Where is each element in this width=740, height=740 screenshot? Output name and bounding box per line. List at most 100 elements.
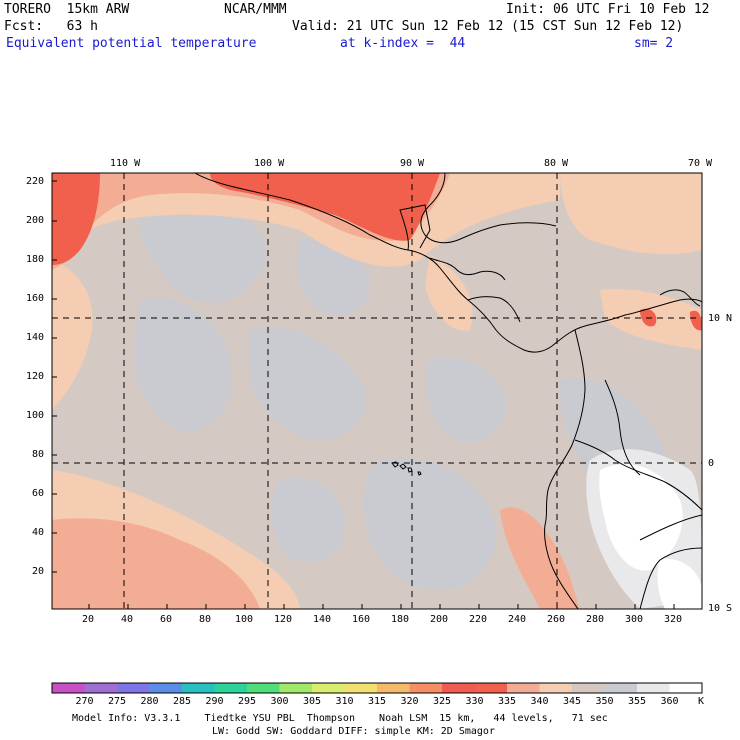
color-bar-label: 340 (530, 696, 549, 707)
lat-label: 0 (708, 458, 715, 469)
color-bar-label: 315 (368, 696, 387, 707)
ecuador-peru-coast (544, 329, 586, 609)
color-bar-swatch (279, 683, 313, 693)
field-region-gray (426, 357, 506, 443)
field-region-peach (425, 255, 473, 331)
y-tick-label: 100 (26, 410, 45, 421)
x-tick-label: 320 (664, 614, 683, 625)
central-america-border (467, 296, 521, 323)
color-bar-swatch (507, 683, 540, 693)
field-region-gray (134, 298, 232, 432)
center-label: NCAR/MMM (224, 2, 287, 17)
field-region-gray (363, 457, 497, 590)
x-tick-label: 300 (625, 614, 644, 625)
lon-label: 70 W (688, 158, 713, 169)
axis-ticks (52, 180, 675, 609)
x-tick-label: 220 (469, 614, 488, 625)
color-bar-label: 335 (498, 696, 517, 707)
field-region-white (599, 464, 683, 571)
color-bar-swatch (214, 683, 248, 693)
field-region-red (52, 173, 100, 265)
color-bar-swatch (344, 683, 378, 693)
field-region-gray (271, 477, 346, 563)
mexico-coast (194, 173, 553, 353)
x-tick-label: 160 (352, 614, 371, 625)
field-region-red (690, 310, 702, 331)
field-region-white (657, 559, 702, 609)
lat-label: 10 N (708, 313, 733, 324)
model-physics: LW: Godd SW: Goddard DIFF: simple KM: 2D… (212, 726, 495, 737)
venezuela-coast (659, 289, 701, 307)
color-bar-swatch (117, 683, 150, 693)
color-bar-swatch (84, 683, 118, 693)
y-tick-label: 80 (32, 449, 45, 460)
coastlines (194, 173, 702, 609)
color-bar-label: 275 (108, 696, 127, 707)
y-tick-label: 200 (26, 215, 45, 226)
level-label: at k-index = 44 (340, 36, 466, 51)
y-tick-label: 160 (26, 293, 45, 304)
color-bar-label: 280 (140, 696, 159, 707)
color-bar-label: 310 (335, 696, 354, 707)
color-bar-label: 360 (660, 696, 679, 707)
lon-label: 80 W (544, 158, 569, 169)
x-tick-label: 140 (313, 614, 332, 625)
y-tick-label: 120 (26, 371, 45, 382)
color-bar-swatch (442, 683, 475, 693)
color-bar-label: 305 (303, 696, 322, 707)
color-bar-label: 285 (173, 696, 192, 707)
x-tick-label: 200 (430, 614, 449, 625)
x-tick-label: 20 (82, 614, 95, 625)
x-tick-label: 40 (121, 614, 134, 625)
color-bar-swatch (669, 683, 703, 693)
smoothing-label: sm= 2 (634, 36, 674, 51)
field-region-salmon (52, 518, 260, 609)
south-america-border (639, 547, 702, 609)
gulf-coast (420, 173, 557, 244)
field-region-peach (560, 173, 702, 255)
x-tick-label: 180 (391, 614, 410, 625)
color-bar-swatch (604, 683, 638, 693)
y-tick-label: 60 (32, 488, 45, 499)
model-title: TORERO 15km ARW (4, 2, 130, 17)
color-bar-label: 270 (75, 696, 94, 707)
color-bar-swatch (572, 683, 605, 693)
color-bar-swatch (247, 683, 280, 693)
color-bar-swatch (637, 683, 670, 693)
central-america-border (399, 204, 431, 251)
map-frame (51, 172, 703, 610)
y-tick-label: 140 (26, 332, 45, 343)
colombia-coast (551, 298, 702, 347)
x-tick-label: 120 (274, 614, 293, 625)
x-tick-label: 280 (586, 614, 605, 625)
color-bar-label: 320 (400, 696, 419, 707)
field-region-gray (139, 196, 267, 303)
x-tick-label: 240 (508, 614, 527, 625)
lat-label: 10 S (708, 603, 733, 614)
color-bar-label: 355 (628, 696, 647, 707)
andes-border (574, 439, 702, 511)
color-bar-swatch (149, 683, 183, 693)
lon-label: 100 W (254, 158, 285, 169)
color-bar-label: 330 (465, 696, 484, 707)
x-tick-label: 260 (547, 614, 566, 625)
lon-label: 110 W (110, 158, 141, 169)
color-bar-swatch (377, 683, 410, 693)
y-tick-label: 180 (26, 254, 45, 265)
color-bar-label: 350 (595, 696, 614, 707)
valid-time: Valid: 21 UTC Sun 12 Feb 12 (15 CST Sun … (292, 19, 684, 34)
field-region-peach (52, 260, 93, 410)
x-tick-label: 100 (235, 614, 254, 625)
graticule (52, 173, 702, 609)
field-region-gray (250, 328, 367, 440)
color-bar-swatch (52, 683, 85, 693)
color-bar-swatch (539, 683, 573, 693)
color-bar-label: 300 (270, 696, 289, 707)
color-bar-swatch (312, 683, 345, 693)
central-america-border (429, 257, 506, 281)
color-bar-label: 325 (433, 696, 452, 707)
color-bar-swatch (182, 683, 215, 693)
forecast-hour: Fcst: 63 h (4, 19, 98, 34)
color-bar-swatch (474, 683, 508, 693)
